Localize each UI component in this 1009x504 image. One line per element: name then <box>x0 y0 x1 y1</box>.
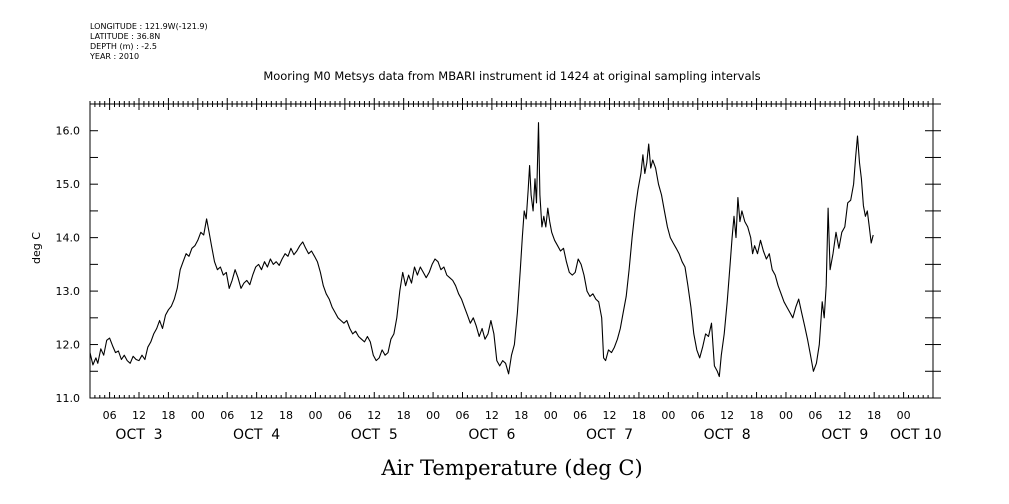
y-tick-label: 15.0 <box>56 178 81 191</box>
series-line-air-temperature <box>89 122 874 378</box>
x-hour-label: 06 <box>808 409 822 422</box>
longitude-text: LONGITUDE : 121.9W(-121.9) <box>90 22 208 31</box>
x-hour-label: 18 <box>161 409 175 422</box>
x-hour-label: 12 <box>132 409 146 422</box>
x-hour-label: 00 <box>191 409 205 422</box>
x-hour-label: 00 <box>426 409 440 422</box>
x-hour-label: 06 <box>220 409 234 422</box>
x-hour-label: 18 <box>397 409 411 422</box>
depth-text: DEPTH (m) : -2.5 <box>90 42 157 51</box>
x-hour-label: 00 <box>661 409 675 422</box>
x-day-label: OCT 5 <box>351 427 398 443</box>
x-hour-label: 18 <box>279 409 293 422</box>
x-hour-label: 00 <box>897 409 911 422</box>
x-day-label: OCT 10 <box>890 427 942 443</box>
x-hour-label: 06 <box>691 409 705 422</box>
x-axis: 06 12 18 00 06 12 18 00 06 12 18 00 06 12 18 00 06 12 18 00… <box>89 98 942 443</box>
latitude-text: LATITUDE : 36.8N <box>90 32 161 41</box>
x-hour-label: 06 <box>573 409 587 422</box>
metadata-block: LONGITUDE : 121.9W(-121.9) LATITUDE : 36… <box>90 22 208 62</box>
x-hour-label: 00 <box>308 409 322 422</box>
x-hour-label: 18 <box>514 409 528 422</box>
x-hour-label: 06 <box>455 409 469 422</box>
x-hour-label: 00 <box>544 409 558 422</box>
x-hour-label: 18 <box>867 409 881 422</box>
x-hour-label: 12 <box>250 409 264 422</box>
x-hour-label: 12 <box>367 409 381 422</box>
x-day-label: OCT 6 <box>468 427 515 443</box>
series-layer <box>89 122 874 378</box>
y-tick-label: 14.0 <box>56 232 81 245</box>
year-text: YEAR : 2010 <box>90 52 140 61</box>
chart-title: Mooring M0 Metsys data from MBARI instru… <box>263 69 760 83</box>
x-hour-label: 00 <box>779 409 793 422</box>
x-day-label: OCT 7 <box>586 427 633 443</box>
y-tick-label: 12.0 <box>56 339 81 352</box>
x-axis-title: Air Temperature (deg C) <box>380 456 642 480</box>
x-hour-label: 12 <box>603 409 617 422</box>
y-tick-label: 11.0 <box>56 392 81 405</box>
x-hour-label: 06 <box>338 409 352 422</box>
x-day-label: OCT 3 <box>115 427 162 443</box>
x-hour-label: 12 <box>838 409 852 422</box>
y-tick-label: 13.0 <box>56 285 81 298</box>
x-day-label: OCT 8 <box>704 427 751 443</box>
y-axis-label: deg C <box>30 232 43 264</box>
x-hour-label: 18 <box>632 409 646 422</box>
x-day-label: OCT 4 <box>233 427 280 443</box>
x-hour-label: 12 <box>720 409 734 422</box>
x-hour-label: 12 <box>485 409 499 422</box>
y-tick-label: 16.0 <box>56 125 81 138</box>
x-day-label: OCT 9 <box>821 427 868 443</box>
x-hour-label: 06 <box>103 409 117 422</box>
y-axis: 11.0 12.0 13.0 14.0 15.0 16.0 <box>56 103 941 405</box>
x-hour-label: 18 <box>750 409 764 422</box>
